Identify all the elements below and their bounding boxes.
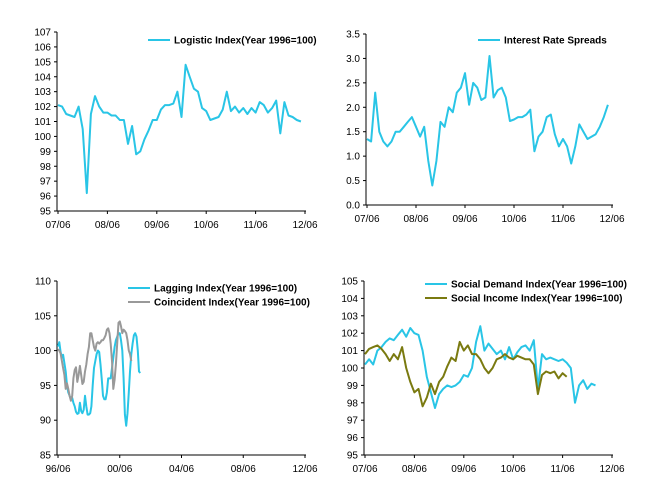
x-tick-label: 08/06 — [95, 220, 120, 231]
x-tick-label: 11/06 — [243, 220, 268, 231]
y-tick-label: 103 — [34, 87, 51, 98]
y-tick-label: 2.5 — [346, 78, 360, 89]
x-tick-label: 12/06 — [599, 214, 624, 225]
x-tick-label: 96/06 — [45, 464, 70, 475]
y-tick-label: 105 — [34, 311, 51, 322]
y-tick-label: 96 — [347, 433, 359, 444]
x-tick-label: 07/06 — [45, 220, 70, 231]
chart-spreads: 0.0 0.5 1.0 1.5 2.0 2.5 3.0 3.5 07/06 08/06 09/06 1… — [346, 30, 625, 226]
y-tick-label: 98 — [40, 162, 52, 173]
y-tick-label: 104 — [34, 72, 51, 83]
y-tick-label: 99 — [347, 381, 359, 392]
y-tick-label: 104 — [341, 294, 358, 305]
x-tick-label: 00/06 — [107, 464, 132, 475]
y-tick-label: 100 — [34, 132, 51, 143]
y-tick-label: 107 — [34, 28, 51, 39]
series-line-2 — [57, 320, 133, 402]
y-tick-label: 100 — [341, 364, 358, 375]
series-line-1 — [57, 63, 302, 195]
y-tick-label: 1.0 — [346, 152, 360, 163]
x-tick-label: 10/06 — [194, 220, 219, 231]
legend-label: Logistic Index(Year 1996=100) — [174, 36, 317, 47]
y-tick-label: 3.0 — [346, 54, 360, 65]
x-tick-label: 09/06 — [451, 464, 476, 475]
y-tick-label: 101 — [341, 346, 358, 357]
x-tick-label: 07/06 — [352, 464, 377, 475]
x-tick-label: 12/06 — [599, 464, 624, 475]
x-tick-label: 08/06 — [403, 214, 428, 225]
y-tick-label: 2.0 — [346, 103, 360, 114]
legend-label: Social Demand Index(Year 1996=100) — [451, 280, 627, 291]
chart-lagging-coincident: 85 90 95 100 105 110 96/06 00/06 04/06 08/06 12/06… — [34, 277, 318, 476]
x-tick-label: 08/06 — [231, 464, 256, 475]
y-tick-label: 0.0 — [346, 201, 360, 212]
x-tick-label: 09/06 — [452, 214, 477, 225]
chart-social: 95 96 97 98 99 100 101 102 103 104 105 07/06 08/06 09… — [341, 277, 627, 476]
y-tick-label: 97 — [40, 177, 52, 188]
y-tick-label: 110 — [35, 277, 51, 288]
y-tick-label: 1.5 — [346, 127, 360, 138]
legend-label: Coincident Index(Year 1996=100) — [154, 298, 310, 309]
y-tick-label: 95 — [347, 451, 359, 462]
y-tick-label: 100 — [34, 346, 51, 357]
y-tick-label: 0.5 — [346, 176, 360, 187]
x-tick-label: 07/06 — [354, 214, 379, 225]
series-line-1 — [364, 325, 596, 409]
x-tick-label: 09/06 — [144, 220, 169, 231]
x-tick-label: 12/06 — [292, 464, 317, 475]
y-tick-label: 90 — [40, 416, 52, 427]
series-line-2 — [364, 340, 568, 408]
y-tick-label: 95 — [40, 381, 52, 392]
series-line-1 — [366, 55, 609, 187]
y-tick-label: 3.5 — [346, 30, 360, 41]
y-tick-label: 95 — [40, 207, 52, 218]
x-tick-label: 11/06 — [551, 214, 576, 225]
x-tick-label: 10/06 — [501, 214, 526, 225]
y-tick-label: 101 — [34, 117, 51, 128]
x-tick-label: 04/06 — [169, 464, 194, 475]
y-tick-label: 97 — [347, 416, 359, 427]
y-tick-label: 102 — [34, 102, 51, 113]
y-tick-label: 105 — [341, 277, 358, 288]
x-tick-label: 08/06 — [402, 464, 427, 475]
y-tick-label: 98 — [347, 398, 359, 409]
y-tick-label: 105 — [34, 57, 51, 68]
x-tick-label: 11/06 — [550, 464, 575, 475]
x-tick-label: 12/06 — [292, 220, 317, 231]
legend-label: Lagging Index(Year 1996=100) — [154, 284, 297, 295]
y-tick-label: 102 — [341, 329, 358, 340]
x-tick-label: 10/06 — [501, 464, 526, 475]
chart-logistic: 95 96 97 98 99 100 101 102 103 104 105 106 107 07/06 0… — [34, 28, 318, 232]
legend-label: Interest Rate Spreads — [504, 36, 607, 47]
y-tick-label: 99 — [40, 147, 52, 158]
y-tick-label: 103 — [341, 311, 358, 322]
legend-label: Social Income Index(Year 1996=100) — [451, 294, 622, 305]
y-tick-label: 96 — [40, 192, 52, 203]
y-tick-label: 85 — [40, 451, 52, 462]
y-tick-label: 106 — [34, 42, 51, 53]
